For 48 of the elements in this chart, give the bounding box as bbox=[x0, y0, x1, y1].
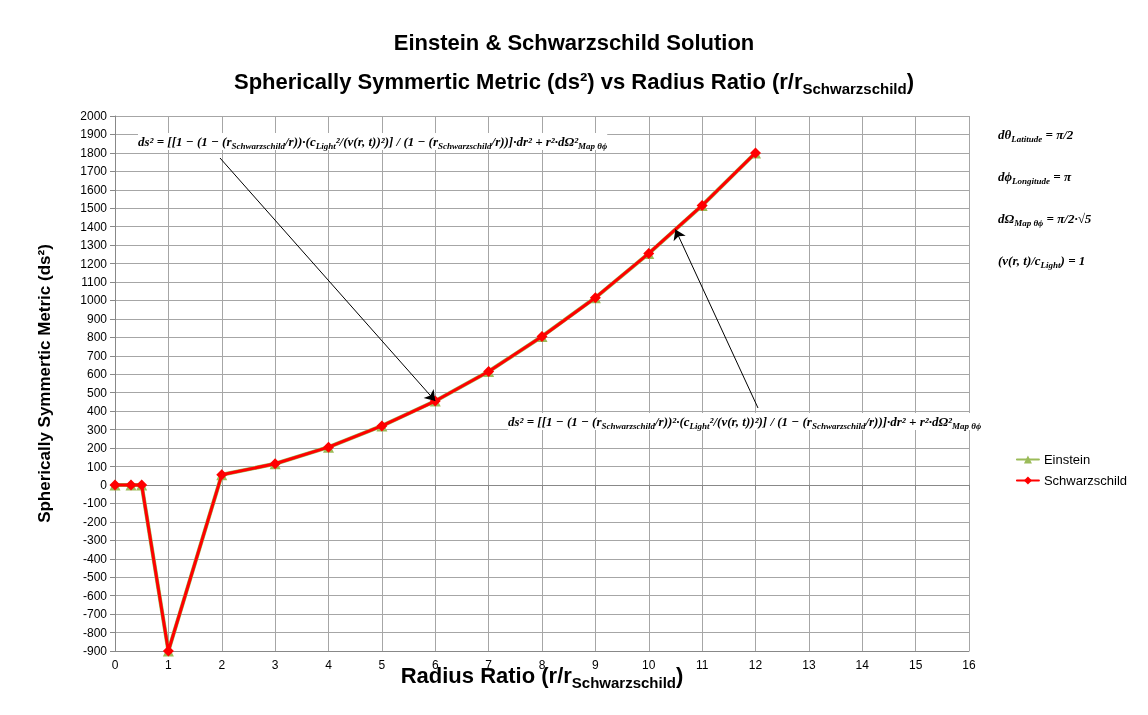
y-tick-label: -600 bbox=[82, 588, 108, 603]
y-tick-label: 1600 bbox=[80, 182, 108, 197]
y-tick-label: 700 bbox=[86, 348, 108, 363]
y-tick-label: -500 bbox=[82, 570, 108, 585]
x-tick-label: 10 bbox=[642, 658, 656, 672]
x-tick-label: 2 bbox=[218, 658, 226, 672]
y-tick-label: -200 bbox=[82, 514, 108, 529]
y-tick-label: -300 bbox=[82, 533, 108, 548]
y-tick-label: 1400 bbox=[80, 219, 108, 234]
y-tick-label: 1500 bbox=[80, 201, 108, 216]
legend-label: Schwarzschild bbox=[1043, 473, 1128, 488]
x-tick-label: 14 bbox=[855, 658, 870, 672]
y-tick-label: 400 bbox=[86, 404, 108, 419]
legend-label: Einstein bbox=[1043, 452, 1091, 467]
y-tick-label: 1900 bbox=[80, 127, 108, 142]
x-tick-label: 9 bbox=[592, 658, 600, 672]
x-tick-label: 15 bbox=[908, 658, 923, 672]
y-tick-label: 0 bbox=[100, 477, 108, 492]
y-tick-label: 500 bbox=[86, 385, 108, 400]
y-tick-label: -700 bbox=[82, 607, 108, 622]
y-axis-title: Spherically Symmertic Metric (ds²) bbox=[35, 244, 54, 523]
y-tick-label: 1000 bbox=[80, 293, 108, 308]
x-tick-label: 12 bbox=[748, 658, 763, 672]
y-tick-label: 2000 bbox=[80, 109, 108, 123]
y-tick-label: 900 bbox=[86, 311, 108, 326]
y-tick-label: 100 bbox=[86, 459, 108, 474]
y-tick-label: -900 bbox=[82, 644, 108, 658]
y-tick-label: -800 bbox=[82, 625, 108, 640]
x-tick-label: 4 bbox=[325, 658, 333, 672]
y-tick-label: -400 bbox=[82, 551, 108, 566]
y-tick-label: 800 bbox=[86, 330, 108, 345]
y-tick-label: 200 bbox=[86, 441, 108, 456]
x-tick-label: 0 bbox=[111, 658, 119, 672]
y-tick-label: 1100 bbox=[81, 275, 108, 290]
y-tick-label: 1300 bbox=[80, 238, 108, 253]
x-tick-label: 11 bbox=[695, 658, 709, 672]
x-tick-label: 13 bbox=[802, 658, 816, 672]
x-tick-label: 3 bbox=[271, 658, 279, 672]
x-tick-label: 5 bbox=[378, 658, 386, 672]
y-tick-label: 1800 bbox=[80, 145, 108, 160]
y-tick-label: 1200 bbox=[80, 256, 108, 271]
x-tick-label: 16 bbox=[962, 658, 976, 672]
y-tick-label: 600 bbox=[86, 367, 108, 382]
y-tick-label: 300 bbox=[86, 422, 108, 437]
y-tick-label: -100 bbox=[82, 496, 108, 511]
chart-title: Einstein & Schwarzschild Solution bbox=[393, 29, 755, 55]
x-tick-label: 1 bbox=[165, 658, 173, 672]
y-tick-label: 1700 bbox=[80, 164, 108, 179]
